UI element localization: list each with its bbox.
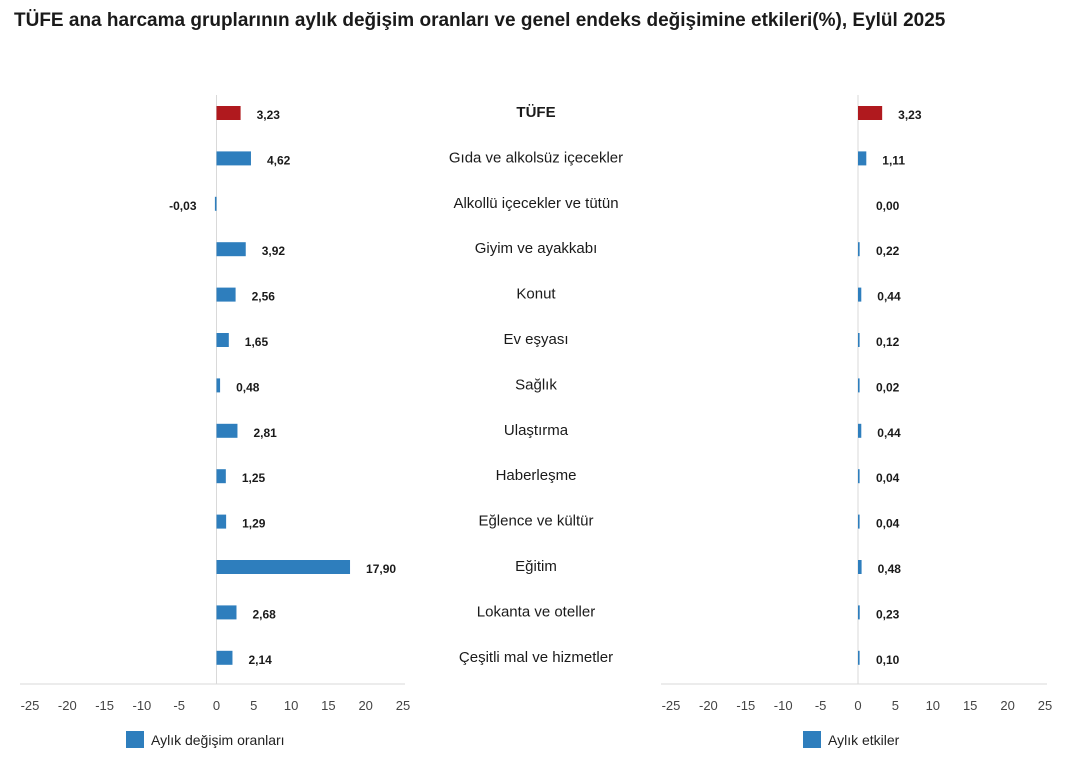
category-label: TÜFE xyxy=(516,104,555,121)
rate-bar-egitim xyxy=(216,560,351,574)
rate-data-label: 3,23 xyxy=(257,108,281,122)
category-label: Konut xyxy=(516,286,556,303)
rate-bar-lokanta-ve-oteller xyxy=(216,605,237,620)
category-label: Ulaştırma xyxy=(504,422,569,439)
rate-data-label: 2,56 xyxy=(252,290,276,304)
effect-tick-label: 20 xyxy=(1000,698,1014,713)
rate-bar-ulastirma xyxy=(216,423,238,438)
category-label: Alkollü içecekler ve tütün xyxy=(453,195,618,212)
effect-bar-konut xyxy=(858,287,862,302)
rate-tick-label: -25 xyxy=(21,698,40,713)
rate-data-label: 2,68 xyxy=(252,607,276,621)
rate-bar-alkollu-icecekler-ve-tutun xyxy=(214,196,217,211)
effect-tick-label: 0 xyxy=(854,698,861,713)
effect-bar-ev-esyasi xyxy=(858,333,860,347)
effect-data-label: 0,04 xyxy=(876,517,900,531)
effect-data-label: 0,10 xyxy=(876,653,900,667)
rate-bar-konut xyxy=(216,287,236,302)
effect-legend-swatch xyxy=(803,731,821,748)
rate-bar-tufe xyxy=(216,106,241,120)
rate-data-label: 3,92 xyxy=(262,244,286,258)
effect-bar-cesitli-mal-ve-hizmetler xyxy=(858,650,860,665)
category-label: Ev eşyası xyxy=(503,331,568,348)
effect-data-label: 1,11 xyxy=(882,153,905,167)
effect-legend-label: Aylık etkiler xyxy=(828,732,900,748)
effect-data-label: 0,00 xyxy=(876,199,900,213)
rate-data-label: 1,25 xyxy=(242,471,266,485)
effect-data-label: 0,48 xyxy=(878,562,902,576)
rate-data-label: 4,62 xyxy=(267,153,291,167)
rate-bar-cesitli-mal-ve-hizmetler xyxy=(216,650,233,665)
effect-tick-label: -5 xyxy=(815,698,827,713)
rate-tick-label: 15 xyxy=(321,698,335,713)
rate-tick-label: -5 xyxy=(173,698,185,713)
effect-bar-egitim xyxy=(858,560,862,574)
effect-tick-label: 10 xyxy=(926,698,940,713)
rate-bar-gida-ve-alkolsuz-icecekler xyxy=(216,151,251,166)
rate-data-label: 1,29 xyxy=(242,517,266,531)
effect-data-label: 0,22 xyxy=(876,244,900,258)
effect-data-label: 0,44 xyxy=(877,426,901,440)
category-label: Eğlence ve kültür xyxy=(478,513,593,530)
effect-tick-label: -25 xyxy=(662,698,681,713)
effect-tick-label: 15 xyxy=(963,698,977,713)
rate-bar-ev-esyasi xyxy=(216,333,229,347)
effect-bar-tufe xyxy=(858,106,883,120)
effect-tick-label: -20 xyxy=(699,698,718,713)
category-label: Giyim ve ayakkabı xyxy=(475,240,598,257)
rate-bar-saglik xyxy=(216,378,221,393)
effect-tick-label: 25 xyxy=(1038,698,1052,713)
rate-data-label: 2,14 xyxy=(248,653,272,667)
rate-data-label: 0,48 xyxy=(236,380,260,394)
rate-data-label: 2,81 xyxy=(253,426,277,440)
rate-tick-label: -20 xyxy=(58,698,77,713)
rate-tick-label: 0 xyxy=(213,698,220,713)
effect-bar-haberlesme xyxy=(858,469,860,484)
effect-data-label: 0,12 xyxy=(876,335,900,349)
rate-data-label: 17,90 xyxy=(366,562,396,576)
effect-data-label: 0,23 xyxy=(876,607,900,621)
rate-tick-label: 25 xyxy=(396,698,410,713)
rate-tick-label: -10 xyxy=(133,698,152,713)
rate-tick-label: 20 xyxy=(358,698,372,713)
effect-data-label: 0,04 xyxy=(876,471,900,485)
category-label: Çeşitli mal ve hizmetler xyxy=(459,649,613,666)
category-label: Lokanta ve oteller xyxy=(477,603,595,620)
rate-data-label: -0,03 xyxy=(169,199,197,213)
effect-bar-gida-ve-alkolsuz-icecekler xyxy=(858,151,867,166)
category-label: Gıda ve alkolsüz içecekler xyxy=(449,149,623,166)
category-label: Eğitim xyxy=(515,558,557,575)
effect-bar-ulastirma xyxy=(858,423,862,438)
rate-legend-label: Aylık değişim oranları xyxy=(151,732,285,748)
rate-bar-eglence-ve-kultur xyxy=(216,514,227,529)
rate-bar-haberlesme xyxy=(216,469,226,484)
rate-data-label: 1,65 xyxy=(245,335,269,349)
effect-data-label: 0,44 xyxy=(877,290,901,304)
effect-bar-eglence-ve-kultur xyxy=(858,514,860,529)
effect-bar-lokanta-ve-oteller xyxy=(858,605,860,620)
effect-tick-label: -15 xyxy=(736,698,755,713)
rate-tick-label: -15 xyxy=(95,698,114,713)
effect-tick-label: 5 xyxy=(892,698,899,713)
effect-data-label: 3,23 xyxy=(898,108,922,122)
category-label: Sağlık xyxy=(515,376,557,393)
category-label: Haberleşme xyxy=(496,467,577,484)
effect-tick-label: -10 xyxy=(774,698,793,713)
rate-legend-swatch xyxy=(126,731,144,748)
rate-tick-label: 5 xyxy=(250,698,257,713)
effect-data-label: 0,02 xyxy=(876,380,900,394)
effect-bar-saglik xyxy=(858,378,860,393)
chart-title: TÜFE ana harcama gruplarının aylık değiş… xyxy=(14,10,946,31)
effect-bar-giyim-ve-ayakkabi xyxy=(858,242,860,257)
rate-tick-label: 10 xyxy=(284,698,298,713)
rate-bar-giyim-ve-ayakkabi xyxy=(216,242,246,257)
